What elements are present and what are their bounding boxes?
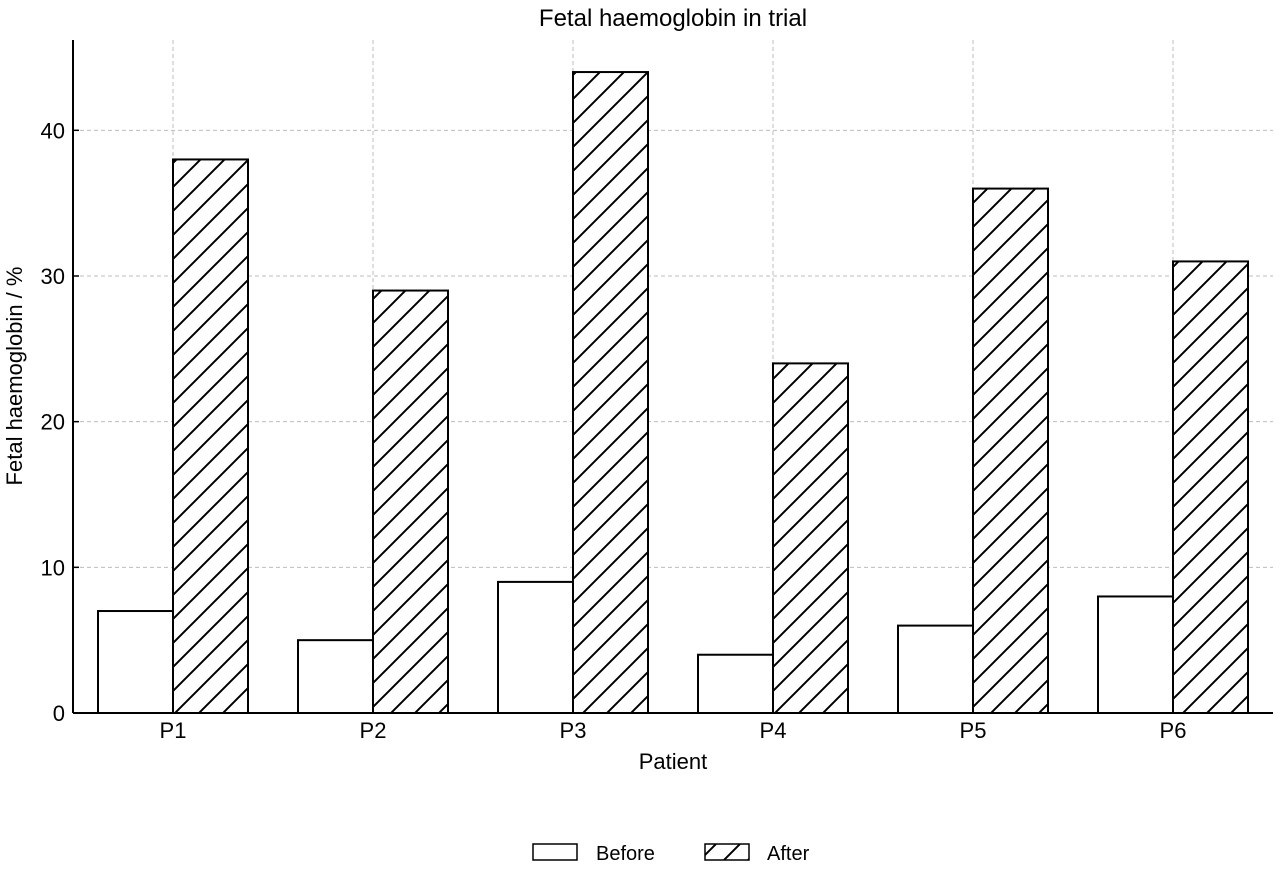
bar-before-p4 (697, 653, 774, 715)
bar-after-p3 (572, 71, 649, 715)
y-ticks: 0 10 20 30 40 (41, 118, 79, 726)
y-tick-label: 20 (41, 410, 65, 435)
y-tick-label: 0 (53, 701, 65, 726)
x-tick-label: P1 (160, 718, 187, 743)
legend-label-before: Before (596, 843, 655, 865)
bar-after-p6 (1172, 260, 1249, 714)
bar-before-p3 (497, 580, 574, 715)
x-tick-label: P2 (360, 718, 387, 743)
x-tick-label: P3 (560, 718, 587, 743)
bar-after-p5 (972, 187, 1049, 714)
bar-after-p4 (772, 362, 849, 714)
y-tick-label: 10 (41, 555, 65, 580)
legend-swatch-after (704, 843, 750, 861)
x-tick-label: P4 (760, 718, 787, 743)
y-axis-label: Fetal haemoglobin / % (2, 267, 27, 486)
y-tick-label: 30 (41, 264, 65, 289)
x-axis-label: Patient (639, 749, 708, 774)
legend: Before After (532, 843, 810, 865)
bar-after-p1 (172, 158, 249, 715)
bar-before-p2 (297, 639, 374, 714)
axes (72, 40, 1273, 714)
x-tick-label: P5 (960, 718, 987, 743)
chart-title: Fetal haemoglobin in trial (539, 5, 807, 32)
bar-after-p2 (372, 289, 449, 714)
bar-before-p1 (97, 610, 174, 714)
x-tick-label: P6 (1160, 718, 1187, 743)
legend-swatch-before (532, 843, 578, 861)
bars (97, 71, 1249, 715)
bar-before-p6 (1097, 595, 1174, 714)
y-tick-label: 40 (41, 118, 65, 143)
x-ticks: P1 P2 P3 P4 P5 P6 (160, 707, 1187, 743)
bar-before-p5 (897, 624, 974, 715)
gridlines (73, 40, 1273, 713)
legend-label-after: After (767, 843, 810, 865)
